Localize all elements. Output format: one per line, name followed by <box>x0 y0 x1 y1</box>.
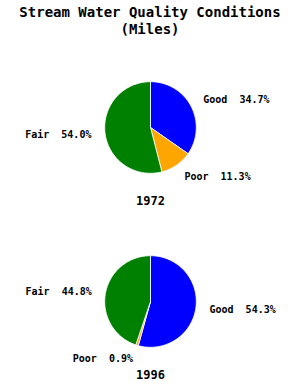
svg-text:1972: 1972 <box>136 193 165 207</box>
svg-text:Poor 11.3%: Poor 11.3% <box>184 170 250 181</box>
svg-text:Fair 54.0%: Fair 54.0% <box>25 129 91 140</box>
svg-text:Good 54.3%: Good 54.3% <box>209 303 275 314</box>
html-text:Stream Water Quality Condition: Stream Water Quality Conditions (Miles) <box>19 4 281 37</box>
svg-text:1996: 1996 <box>136 367 165 381</box>
svg-text:Poor 0.9%: Poor 0.9% <box>73 352 133 363</box>
svg-text:Good 34.7%: Good 34.7% <box>203 94 269 105</box>
svg-text:Fair 44.8%: Fair 44.8% <box>26 286 92 297</box>
